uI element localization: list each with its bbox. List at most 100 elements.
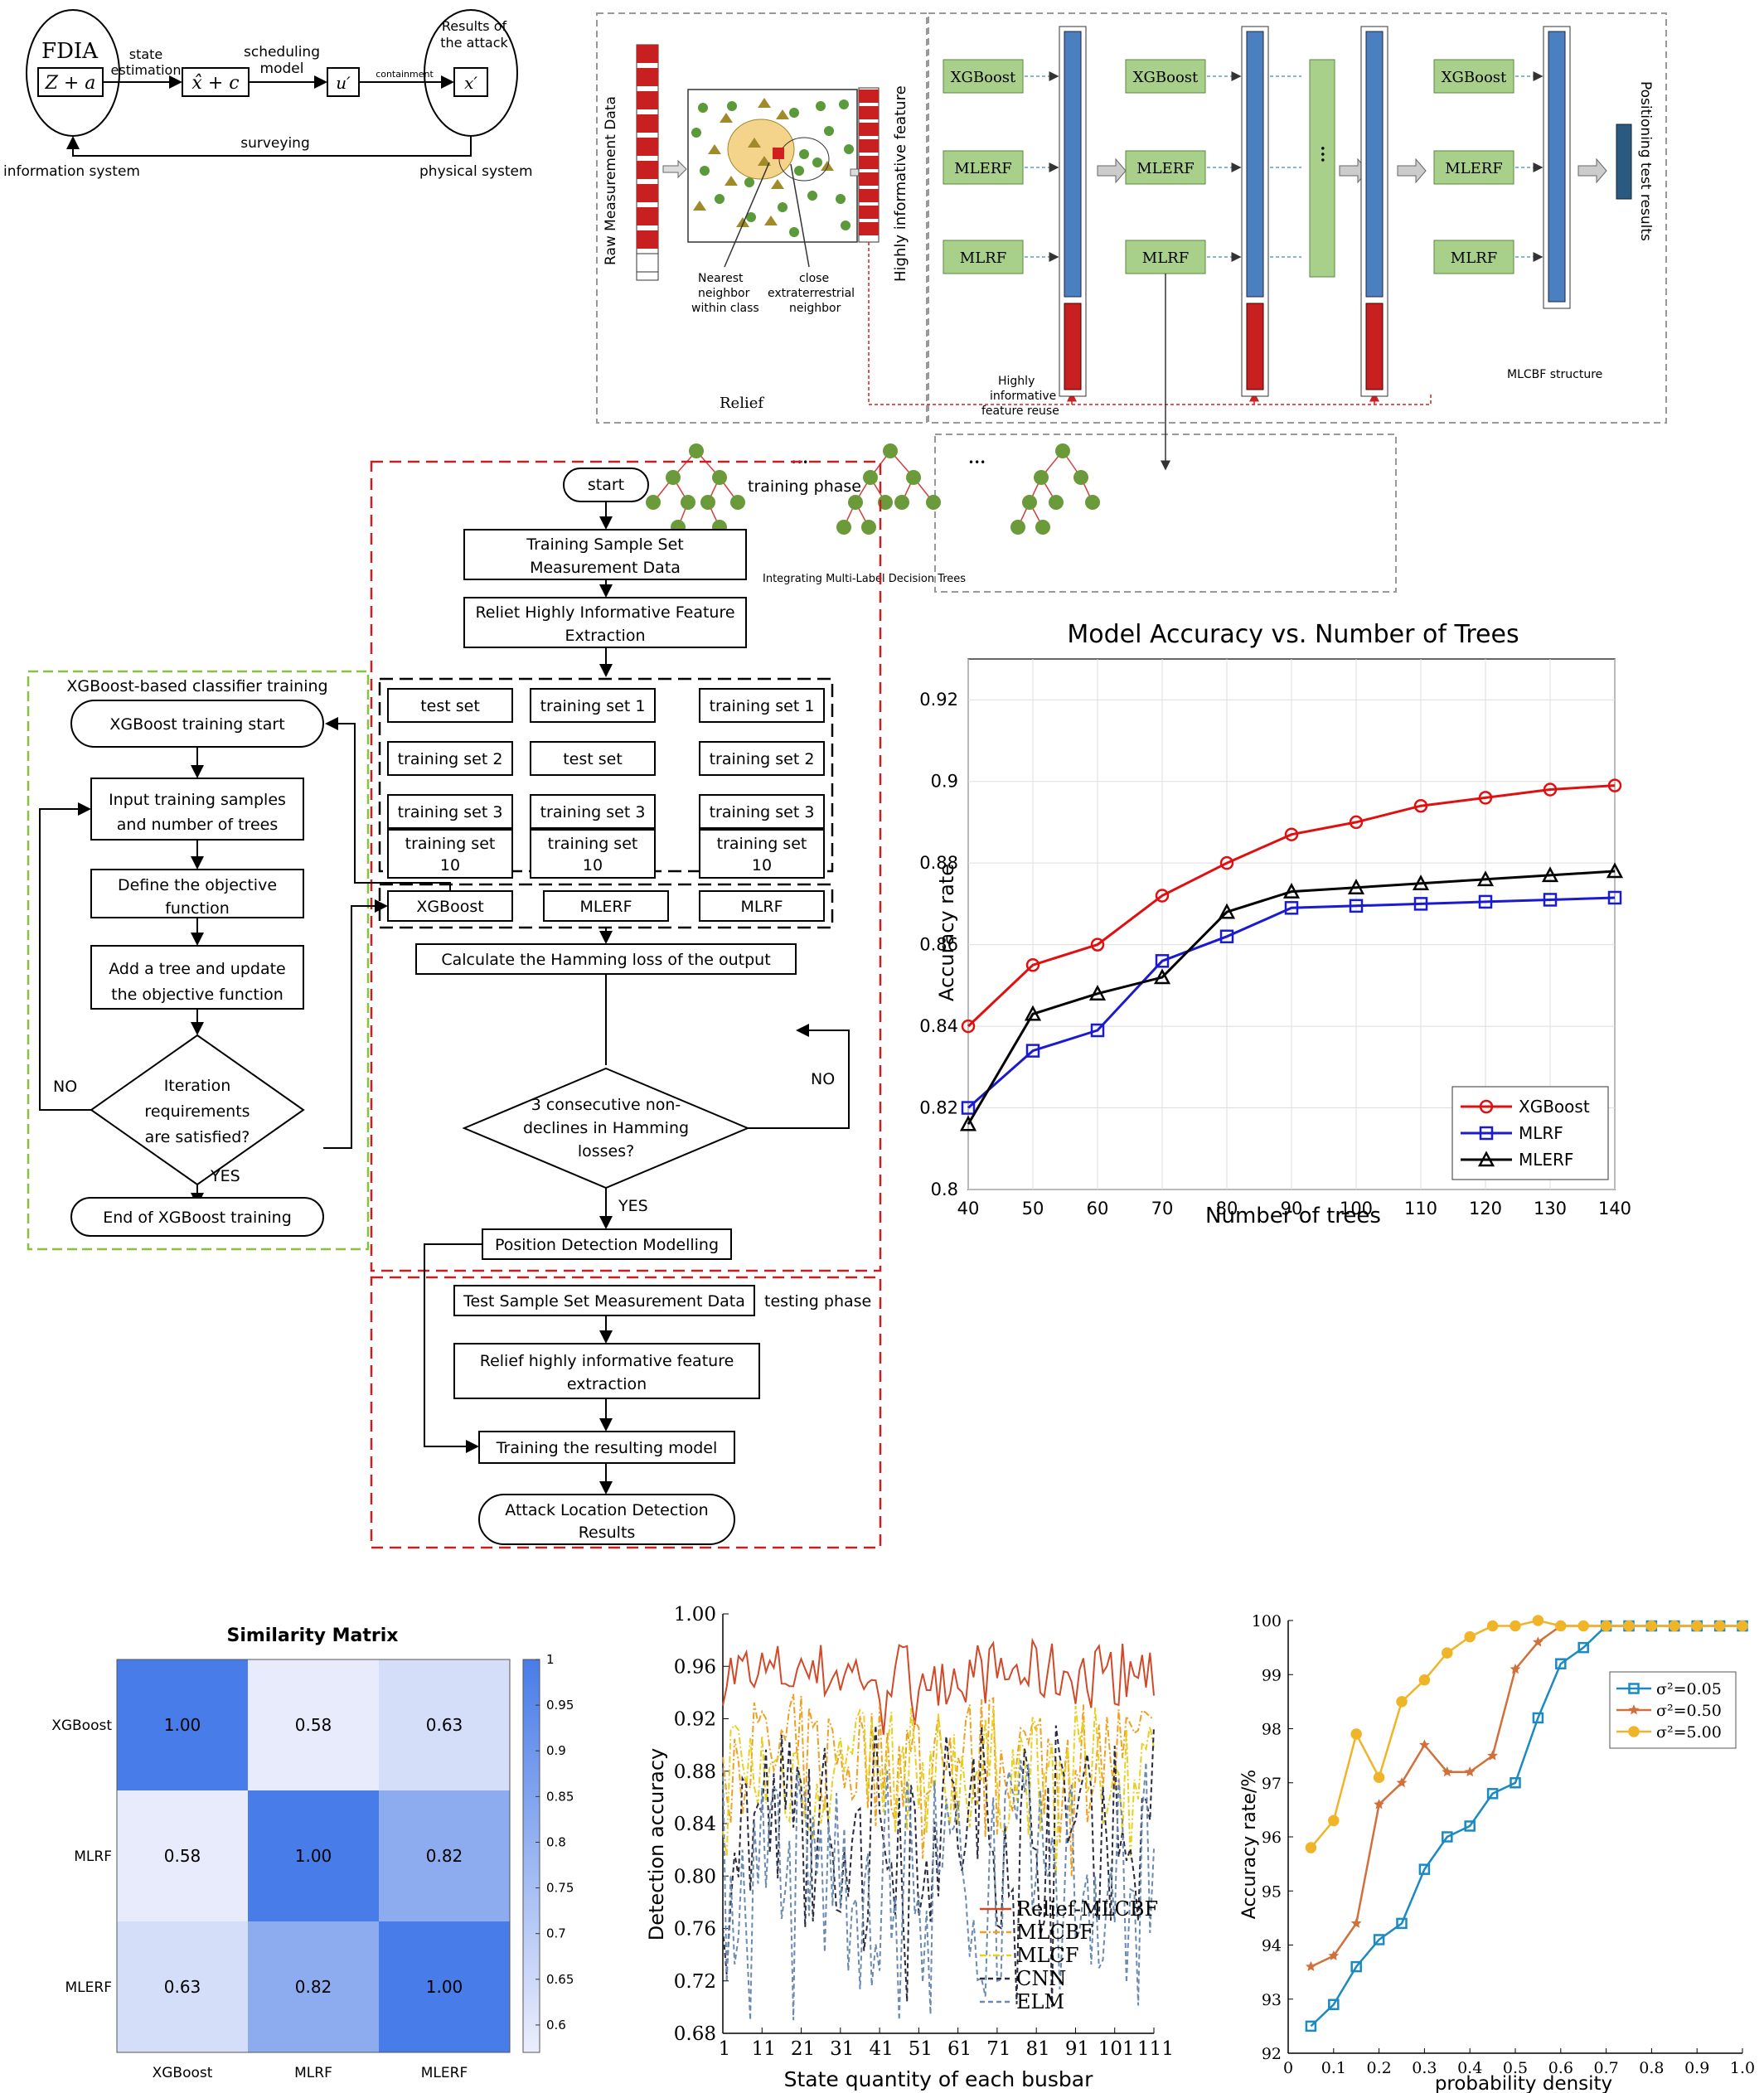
grid-row-10: training set 10 training set 10 training… [405, 835, 807, 875]
grid-cell: training set 2 [398, 750, 503, 768]
xc-box: x̂ + c [191, 73, 239, 94]
legend-label: ELM [1016, 1990, 1064, 2013]
x-tick-label: 50 [1022, 1199, 1044, 1218]
data-point-xgboost [1478, 791, 1493, 805]
xgb-yes: YES [210, 1167, 240, 1185]
fdia-title: FDIA [41, 39, 99, 64]
grid-cell: training set [548, 835, 638, 853]
x-tick-label: 0.1 [1321, 2059, 1346, 2077]
det-ylabel: Detection accuracy [645, 1748, 668, 1941]
grid-cell: test set [420, 697, 480, 715]
tree-dots-2: ••• [968, 457, 986, 468]
data-point [1645, 1620, 1658, 1632]
training-result-label: Training the resulting model [496, 1439, 718, 1457]
testing-phase-label: testing phase [764, 1292, 871, 1311]
colorbar-label: 0.7 [546, 1926, 566, 1941]
legend-label: MLRF [1519, 1123, 1563, 1143]
colorbar-label: 0.6 [546, 2018, 566, 2032]
y-tick-label: 0.82 [920, 1098, 958, 1118]
data-point [1328, 1814, 1340, 1827]
colorbar-label: 0.65 [546, 1972, 574, 1987]
prob-xlabel: probability density [1435, 2073, 1612, 2093]
decision-2: declines in Hamming [523, 1119, 689, 1137]
data-point-mlrf [1284, 901, 1299, 915]
colorbar [522, 1659, 540, 2053]
xgb-iter-2: requirements [144, 1102, 250, 1121]
data-point [1350, 1917, 1362, 1928]
grid-cell: training set 1 [540, 697, 646, 715]
x-tick-label: 0 [1283, 2059, 1293, 2077]
x-tick-label: 1 [719, 2038, 731, 2060]
relief-extract-1: Reliet Highly Informative Feature [475, 603, 734, 622]
attack-results-2: Results [579, 1524, 636, 1542]
start-label: start [588, 476, 624, 494]
data-point-xgboost [1155, 889, 1170, 903]
data-point-mlerf [1347, 879, 1365, 894]
y-tick-label: 0.88 [674, 1761, 716, 1783]
y-tick-label: 99 [1262, 1666, 1282, 1684]
data-point [1532, 1615, 1544, 1626]
data-point-mlrf [1155, 954, 1170, 968]
data-point [1396, 1777, 1408, 1788]
y-tick-label: 92 [1262, 2045, 1282, 2063]
positioning-label: Positioning test results [1637, 81, 1654, 241]
data-point [1350, 1728, 1362, 1740]
decision-no: NO [811, 1070, 835, 1088]
legend-marker [1628, 1726, 1640, 1737]
colorbar-label: 0.85 [546, 1789, 574, 1804]
grid-cell: training set [405, 835, 496, 853]
xgb-iter-3: are satisfied? [145, 1128, 250, 1146]
y-tick-label: 0.80 [674, 1866, 716, 1887]
cell-value: 0.58 [164, 1846, 201, 1866]
data-point [1464, 1766, 1476, 1777]
position-model-label: Position Detection Modelling [495, 1236, 719, 1254]
colorbar-label: 0.95 [546, 1698, 574, 1713]
data-point [1305, 1842, 1317, 1853]
relief-label: Relief [720, 395, 764, 412]
row-label: MLERF [65, 1979, 112, 1996]
data-point [1510, 1663, 1521, 1674]
scheduling-label: scheduling [244, 44, 320, 61]
y-tick-label: 0.76 [674, 1919, 716, 1940]
matrix-cell [117, 1659, 248, 1790]
data-point [1577, 1620, 1589, 1632]
colorbar-label: 1 [546, 1652, 555, 1667]
data-point-mlerf [1606, 862, 1624, 879]
grid-cell: training set [717, 835, 807, 853]
vector-1 [1059, 26, 1087, 397]
x-tick-label: 130 [1534, 1199, 1567, 1218]
l2-mlerf: MLERF [1136, 160, 1195, 177]
data-point-xgboost [1284, 827, 1299, 841]
legend-label: σ²=5.00 [1656, 1723, 1722, 1742]
col-label: XGBoost [153, 2065, 213, 2081]
series-line-mlerf [967, 870, 1616, 1125]
y-tick-label: 100 [1252, 1612, 1282, 1630]
matrix-frame [116, 1659, 511, 2053]
data-point-xgboost [961, 1019, 976, 1034]
grid-cell: 10 [583, 856, 603, 875]
x-tick-label: 51 [909, 2038, 933, 2060]
training-flowchart: .bx{fill:#fff;stroke:#000;stroke-width:2… [27, 460, 882, 1549]
legend-label: MLCBF [1016, 1921, 1093, 1944]
data-point-mlerf [959, 1115, 977, 1131]
x-tick-label: 0.6 [1548, 2059, 1573, 2077]
mlcbf-diagram: Raw Measurement Data Nearest neighbor wi… [596, 12, 1667, 593]
legend-marker [1477, 1151, 1495, 1167]
series-line-mlrf [967, 896, 1616, 1109]
sample-set-2: Measurement Data [530, 559, 681, 577]
x-tick-label: 70 [1151, 1199, 1174, 1218]
data-point [1487, 1750, 1499, 1761]
series-line-xgboost [967, 784, 1616, 1028]
surveying-label: surveying [240, 135, 310, 152]
data-point [1305, 2020, 1317, 2032]
data-point-mlrf [1413, 897, 1428, 911]
l3-xgboost: XGBoost [1442, 69, 1507, 86]
vector-2 [1241, 26, 1269, 397]
hamming-label: Calculate the Hamming loss of the output [441, 951, 770, 969]
legend-label: MLCF [1016, 1944, 1079, 1967]
data-point [1600, 1620, 1612, 1632]
legend-label: MLERF [1519, 1150, 1573, 1170]
x-tick-label: 21 [791, 2038, 815, 2060]
x-tick-label: 61 [947, 2038, 972, 2060]
feature-column [858, 87, 880, 243]
